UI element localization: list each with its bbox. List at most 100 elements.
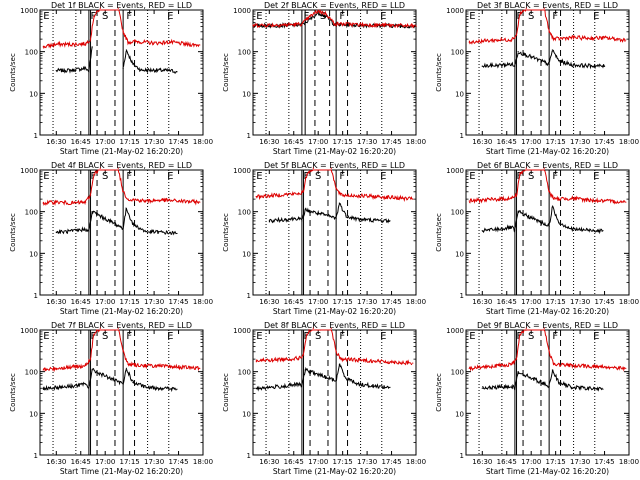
chart-title: Det 1f BLACK = Events, RED = LLD [51,1,192,10]
series-line-events [482,49,605,70]
chart-panel: Det 9f BLACK = Events, RED = LLD 1 10 100 10… [435,321,639,476]
data-point [177,200,180,202]
data-point [91,46,93,48]
x-axis-label: Start Time (21-May-02 16:20:20) [486,307,609,316]
y-tick-label: 10 [242,410,251,418]
region-label: S [102,171,108,182]
region-label: F [126,11,132,22]
data-point [468,200,470,202]
x-tick-label: 16:30 [46,298,66,306]
data-point [99,327,101,329]
data-point [298,383,300,385]
data-point [412,362,414,364]
data-point [340,358,342,360]
series-line-lld [42,169,200,206]
x-tick-label: 17:45 [381,298,401,306]
region-label: E [256,11,262,22]
data-point [511,63,513,65]
data-point [127,363,129,365]
data-point [125,367,127,369]
data-point [342,23,344,25]
chart-title: Det 7f BLACK = Events, RED = LLD [51,321,192,330]
data-point [358,195,360,197]
data-point [285,358,287,360]
data-point [625,201,627,203]
region-label: F [339,171,345,182]
region-label: E [593,331,599,342]
y-tick-label: 1000 [233,327,251,335]
plot-frame [465,9,630,136]
region-label: E [593,171,599,182]
data-point [515,34,518,36]
x-tick-label: 17:30 [144,458,164,466]
data-point [285,385,287,387]
chart-panel: Det 2f BLACK = Events, RED = LLD 1 10 100 10… [222,1,426,156]
data-point [55,386,57,388]
chart-panel: Det 4f BLACK = Events, RED = LLD 1 10 100 10… [9,161,213,316]
x-tick-label: 17:30 [144,138,164,146]
data-point [285,193,287,195]
data-point [335,188,337,190]
data-point [330,327,332,329]
data-point [468,367,470,369]
x-tick-label: 16:45 [497,458,517,466]
plot-frame [252,169,417,296]
y-axis-label: Counts/sec [222,213,230,252]
data-point [302,191,305,193]
data-point [558,381,560,384]
region-label: E [43,331,49,342]
data-point [374,385,376,387]
data-point [603,366,606,368]
y-axis-label: Counts/sec [435,213,443,252]
data-point [176,232,178,235]
data-point [571,228,573,230]
x-tick-label: 17:45 [594,298,614,306]
data-point [137,40,139,43]
data-point [199,44,201,46]
region-label: E [469,171,475,182]
data-point [602,230,604,232]
x-tick-label: 17:15 [333,138,353,146]
x-tick-label: 17:15 [546,138,566,146]
data-point [335,217,337,219]
x-tick-label: 17:00 [308,458,328,466]
data-point [519,173,521,175]
y-tick-label: 10 [455,90,464,98]
data-point [587,37,589,39]
chart-title: Det 3f BLACK = Events, RED = LLD [477,1,618,10]
series-line-events [55,207,177,236]
x-tick-label: 17:15 [546,298,566,306]
x-tick-label: 16:45 [71,458,91,466]
y-tick-label: 1 [460,132,464,140]
data-point [306,173,308,175]
data-point [298,217,300,219]
region-label: S [528,331,534,342]
x-tick-label: 17:15 [333,458,353,466]
data-point [553,363,555,365]
region-label: F [552,171,558,182]
data-point [85,201,87,203]
data-point [89,38,92,40]
data-point [511,226,513,228]
x-tick-label: 17:00 [521,458,541,466]
x-tick-label: 17:45 [168,298,188,306]
data-point [161,387,163,389]
data-point [511,38,513,41]
y-tick-label: 1 [460,292,464,300]
data-point [55,43,57,45]
region-label: S [315,171,321,182]
x-tick-label: 17:00 [95,458,115,466]
data-point [374,195,376,198]
data-point [85,43,87,45]
data-point [543,327,545,329]
data-point [268,359,270,361]
data-point [358,383,360,385]
x-tick-label: 17:30 [357,298,377,306]
data-point [317,10,319,12]
data-point [169,41,171,43]
data-point [312,327,314,329]
data-point [519,333,521,335]
data-point [515,358,518,360]
data-point [358,359,360,361]
x-tick-label: 16:45 [497,298,517,306]
